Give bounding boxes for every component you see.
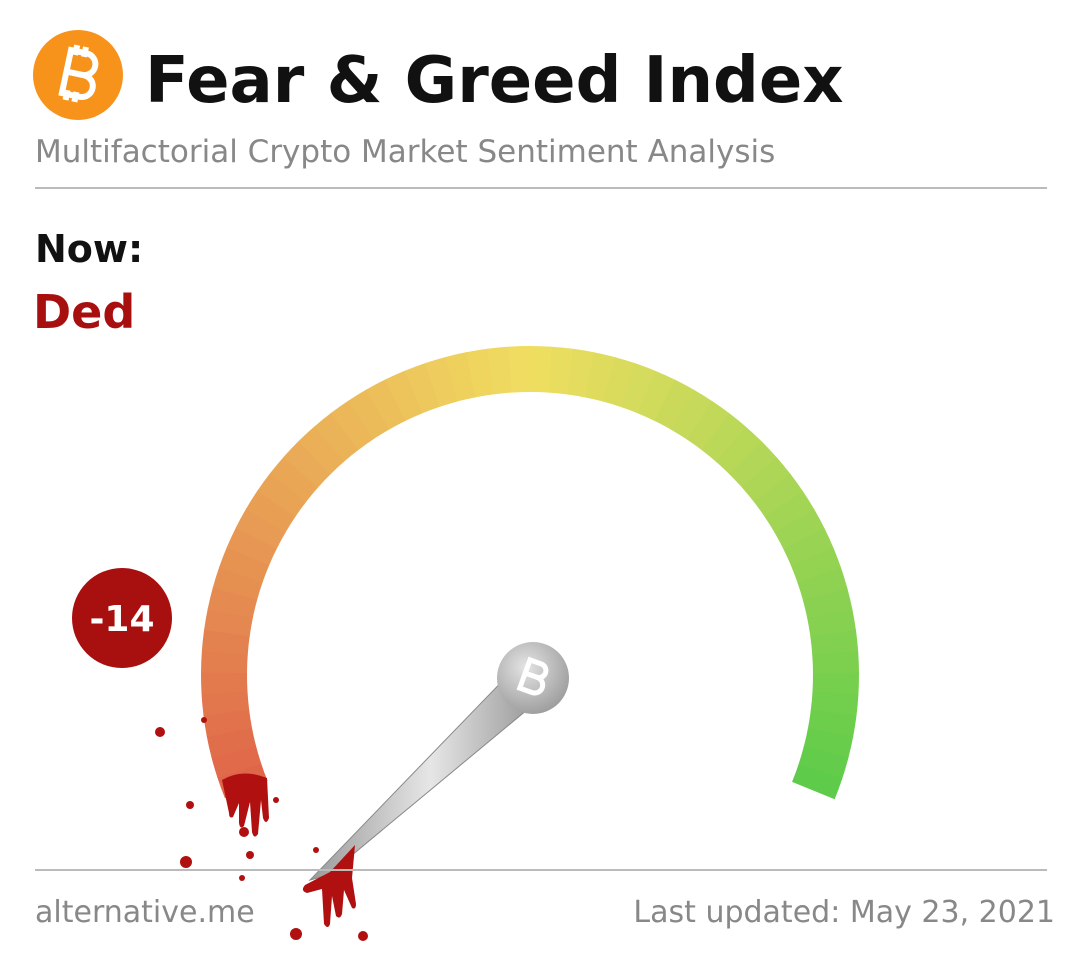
arc-segment [487, 346, 513, 395]
arc-segment [548, 346, 574, 395]
needle [302, 642, 569, 927]
arc-segment [584, 352, 616, 402]
arc-segment [774, 509, 825, 550]
blood [155, 717, 368, 941]
gauge-value: -14 [89, 599, 154, 640]
arc-segment [566, 348, 595, 398]
arc-segment [701, 413, 747, 463]
updated: Last updated: May 23, 2021 [633, 895, 1055, 930]
arc-segment [807, 709, 857, 738]
arc-segment [812, 672, 859, 696]
arc-segment [257, 472, 307, 517]
value-badge [72, 568, 172, 668]
gauge-arc [201, 346, 859, 800]
arc-segment [654, 379, 695, 431]
subtitle: Multifactorial Crypto Market Sentiment A… [35, 134, 775, 170]
arc-segment [445, 352, 477, 402]
arc-segment [226, 527, 278, 566]
arc-segment [424, 356, 459, 407]
arc-segment [201, 690, 250, 716]
arc-segment [235, 508, 287, 549]
arc-segment [201, 628, 250, 655]
arc-segment [366, 379, 407, 430]
arc-segment [404, 362, 441, 414]
arc-segment [385, 370, 424, 422]
source: alternative.me [35, 895, 255, 930]
arc-segment [204, 607, 254, 637]
arc-segment [211, 744, 262, 779]
arc-segment [269, 456, 319, 502]
arc-segment [802, 588, 853, 620]
arc-segment [637, 370, 676, 422]
arc-segment [807, 608, 857, 638]
now-label: Now: [35, 227, 143, 271]
arc-segment [783, 528, 834, 567]
arc-segment [206, 726, 257, 758]
arc-segment [283, 440, 332, 488]
arc-segment [330, 400, 375, 451]
arc-segment [602, 357, 637, 408]
arc-segment [212, 566, 263, 601]
arc-segment [790, 547, 842, 584]
arc-segment [207, 586, 258, 619]
arc-segment [797, 567, 848, 602]
arc-segment [313, 412, 360, 462]
arc-segment [347, 389, 391, 440]
arc-segment [798, 745, 849, 780]
arc-segment [753, 473, 804, 518]
arc-segment [529, 346, 553, 393]
arc-segment [764, 491, 815, 534]
arc-segment [810, 629, 859, 656]
arc-segment [686, 400, 731, 451]
arc-segment [670, 389, 713, 440]
arc-segment [803, 727, 854, 759]
title: Fear & Greed Index [145, 44, 844, 118]
arc-segment [715, 426, 763, 475]
arc-segment [201, 671, 248, 695]
arc-segment [620, 363, 657, 414]
arc-segment [791, 763, 843, 800]
arc-segment [245, 490, 296, 533]
arc-segment [508, 346, 532, 393]
arc-segment [203, 708, 253, 737]
arc-segment [810, 691, 859, 717]
status-text: Ded [33, 285, 135, 339]
arc-segment [219, 546, 270, 583]
arc-segment [298, 426, 345, 475]
arc-segment [741, 457, 791, 503]
arc-segment [466, 348, 495, 398]
bitcoin-logo [33, 30, 123, 120]
arc-segment [812, 651, 859, 675]
arc-segment [729, 441, 778, 489]
arc-segment [201, 650, 248, 674]
